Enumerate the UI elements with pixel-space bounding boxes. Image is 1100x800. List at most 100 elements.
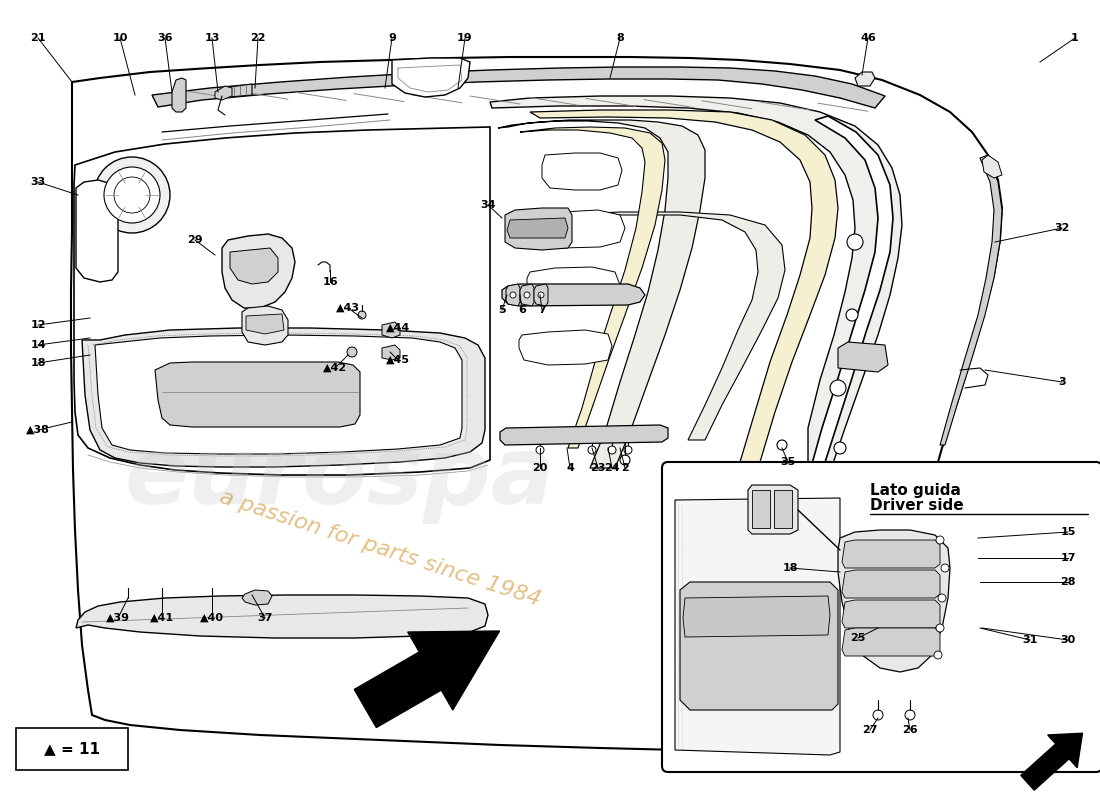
Text: 17: 17	[1060, 553, 1076, 563]
Text: 26: 26	[902, 725, 917, 735]
Polygon shape	[76, 595, 488, 638]
Circle shape	[873, 710, 883, 720]
Polygon shape	[246, 314, 284, 334]
Text: 23: 23	[591, 463, 606, 473]
Circle shape	[934, 651, 942, 659]
Polygon shape	[842, 570, 940, 598]
Circle shape	[620, 455, 630, 465]
Circle shape	[510, 292, 516, 298]
Polygon shape	[218, 84, 252, 98]
Polygon shape	[748, 485, 797, 534]
Polygon shape	[842, 628, 940, 656]
Polygon shape	[502, 284, 645, 306]
Text: 12: 12	[31, 320, 46, 330]
Polygon shape	[680, 582, 838, 710]
Polygon shape	[940, 155, 1002, 445]
Text: 16: 16	[322, 277, 338, 287]
Text: 34: 34	[481, 200, 496, 210]
Text: 28: 28	[1060, 577, 1076, 587]
Text: 20: 20	[532, 463, 548, 473]
Text: ▲ = 11: ▲ = 11	[44, 742, 100, 757]
Text: ▲39: ▲39	[106, 613, 130, 623]
Circle shape	[936, 624, 944, 632]
Polygon shape	[530, 110, 838, 462]
FancyBboxPatch shape	[16, 728, 128, 770]
Circle shape	[588, 446, 596, 454]
Polygon shape	[382, 322, 400, 338]
Circle shape	[536, 446, 544, 454]
Polygon shape	[520, 127, 666, 448]
Polygon shape	[519, 330, 612, 365]
Text: 24: 24	[604, 463, 619, 473]
Circle shape	[94, 157, 170, 233]
Polygon shape	[855, 72, 875, 86]
Circle shape	[940, 564, 949, 572]
Circle shape	[846, 309, 858, 321]
Text: 15: 15	[1060, 527, 1076, 537]
Text: 37: 37	[257, 613, 273, 623]
Polygon shape	[354, 631, 499, 727]
Text: 4: 4	[566, 463, 574, 473]
Polygon shape	[842, 540, 940, 568]
Circle shape	[830, 380, 846, 396]
Text: ▲43: ▲43	[336, 303, 360, 313]
Polygon shape	[152, 67, 886, 108]
Polygon shape	[74, 127, 490, 475]
Text: 7: 7	[538, 305, 546, 315]
Polygon shape	[242, 590, 272, 605]
Text: ▲40: ▲40	[200, 613, 224, 623]
Polygon shape	[527, 267, 620, 305]
Text: 18: 18	[782, 563, 797, 573]
Polygon shape	[520, 284, 534, 306]
Polygon shape	[808, 116, 893, 478]
Circle shape	[538, 292, 544, 298]
Polygon shape	[95, 335, 462, 454]
FancyBboxPatch shape	[662, 462, 1100, 772]
Circle shape	[358, 311, 366, 319]
Polygon shape	[506, 284, 520, 306]
Circle shape	[847, 234, 864, 250]
Polygon shape	[838, 342, 888, 372]
Text: 36: 36	[157, 33, 173, 43]
Text: 21: 21	[31, 33, 46, 43]
Polygon shape	[222, 234, 295, 308]
Text: 6: 6	[518, 305, 526, 315]
Polygon shape	[507, 218, 568, 238]
Polygon shape	[490, 96, 902, 478]
Circle shape	[346, 347, 358, 357]
Polygon shape	[1021, 734, 1082, 790]
Polygon shape	[76, 180, 118, 282]
Polygon shape	[542, 153, 621, 190]
Text: 18: 18	[31, 358, 46, 368]
Text: 27: 27	[862, 725, 878, 735]
Text: 13: 13	[205, 33, 220, 43]
Text: 1: 1	[1071, 33, 1079, 43]
Polygon shape	[172, 78, 186, 112]
Polygon shape	[675, 498, 840, 755]
Circle shape	[608, 446, 616, 454]
Polygon shape	[982, 155, 1002, 178]
Polygon shape	[230, 248, 278, 284]
Text: a passion for parts since 1984: a passion for parts since 1984	[217, 486, 543, 610]
Polygon shape	[382, 345, 400, 360]
Polygon shape	[392, 58, 470, 97]
Text: 30: 30	[1060, 635, 1076, 645]
Circle shape	[524, 292, 530, 298]
Text: 33: 33	[31, 177, 45, 187]
Text: Lato guida: Lato guida	[870, 482, 961, 498]
Polygon shape	[535, 210, 625, 248]
Text: 46: 46	[860, 33, 876, 43]
Circle shape	[777, 440, 786, 450]
Polygon shape	[82, 328, 485, 467]
Polygon shape	[842, 600, 940, 628]
Polygon shape	[214, 86, 232, 100]
Polygon shape	[774, 490, 792, 528]
Polygon shape	[505, 208, 572, 250]
Text: 10: 10	[112, 33, 128, 43]
Polygon shape	[498, 120, 705, 468]
Circle shape	[834, 442, 846, 454]
Text: 29: 29	[187, 235, 202, 245]
Text: 19: 19	[458, 33, 473, 43]
Text: 2: 2	[621, 463, 629, 473]
Text: 32: 32	[1054, 223, 1069, 233]
